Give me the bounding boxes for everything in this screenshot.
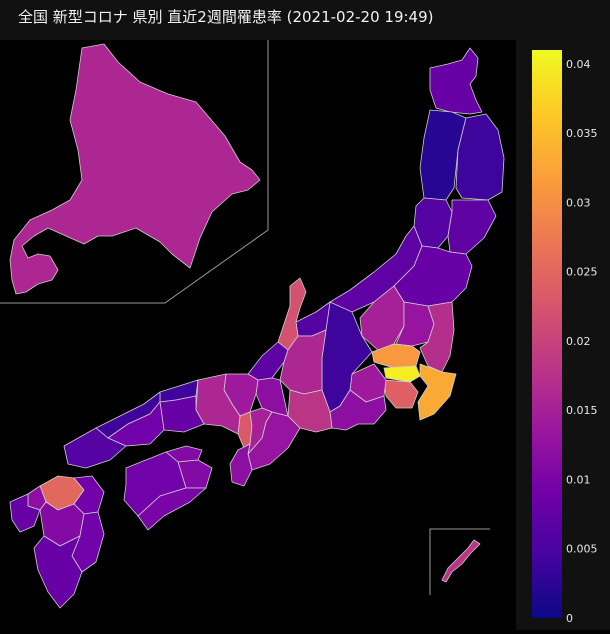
region-miyagi[interactable]: [447, 199, 497, 255]
region-yamaguchi[interactable]: [63, 427, 127, 469]
colorbar: 0 0.005 0.01 0.015 0.02 0.025 0.03 0.035 0.04: [532, 50, 598, 625]
map-area: [0, 40, 516, 630]
region-hiroshima[interactable]: [107, 401, 165, 447]
region-okinawa[interactable]: [441, 539, 481, 583]
region-shizuoka[interactable]: [329, 389, 387, 431]
region-nara[interactable]: [247, 407, 273, 455]
colorbar-tick-label: 0.04: [566, 58, 591, 71]
colorbar-tick-label: 0.02: [566, 335, 591, 348]
region-shiga[interactable]: [255, 377, 289, 417]
region-kochi[interactable]: [137, 487, 207, 531]
colorbar-tick-label: 0.035: [566, 127, 598, 140]
colorbar-tick-label: 0.005: [566, 543, 598, 556]
title-bar: 全国 新型コロナ 県別 直近2週間罹患率 (2021-02-20 19:49): [0, 0, 610, 40]
colorbar-tick-label: 0: [566, 612, 573, 625]
colorbar-panel: 0 0.005 0.01 0.015 0.02 0.025 0.03 0.035 0.04: [516, 40, 610, 630]
region-iwate[interactable]: [455, 113, 505, 201]
region-kanagawa[interactable]: [383, 379, 419, 409]
hokkaido-inset-frame: [0, 40, 269, 304]
region-saitama[interactable]: [371, 343, 421, 369]
region-chiba[interactable]: [417, 363, 457, 421]
region-ibaraki[interactable]: [419, 301, 455, 373]
colorbar-tick-label: 0.03: [566, 196, 591, 209]
okinawa-inset-frame: [429, 528, 490, 595]
chart-title: 全国 新型コロナ 県別 直近2週間罹患率 (2021-02-20 19:49): [18, 8, 434, 26]
region-akita[interactable]: [419, 109, 467, 201]
colorbar-tick-label: 0.015: [566, 404, 598, 417]
region-nagasaki[interactable]: [9, 493, 41, 533]
region-wakayama[interactable]: [229, 443, 253, 487]
region-tokyo[interactable]: [383, 365, 421, 383]
region-fukushima[interactable]: [393, 245, 473, 307]
colorbar-tick-label: 0.025: [566, 266, 598, 279]
colorbar-gradient: [532, 50, 562, 618]
region-hokkaido[interactable]: [9, 43, 261, 295]
region-aomori[interactable]: [429, 47, 483, 115]
colorbar-tick-label: 0.01: [566, 473, 591, 486]
region-okayama[interactable]: [159, 395, 205, 433]
region-kagoshima[interactable]: [33, 535, 83, 609]
japan-choropleth-map[interactable]: [0, 40, 516, 630]
